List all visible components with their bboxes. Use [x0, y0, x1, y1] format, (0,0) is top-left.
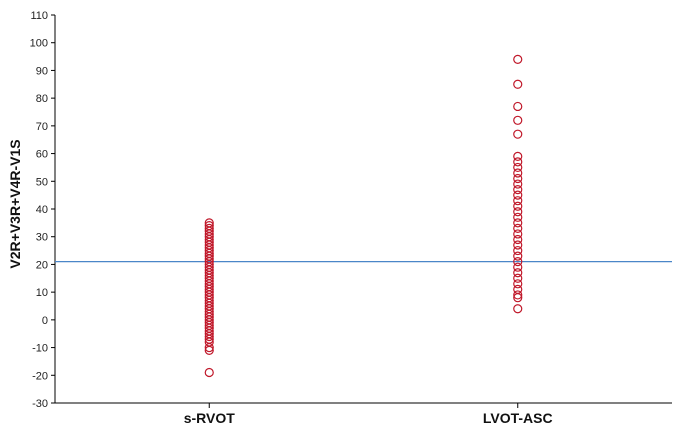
data-point [513, 218, 523, 228]
data-point [513, 268, 523, 278]
y-tick-label: -10 [32, 343, 48, 355]
data-point [513, 207, 523, 217]
data-point [513, 257, 523, 267]
data-point [513, 293, 523, 303]
data-point [513, 251, 523, 261]
data-point [513, 151, 523, 161]
y-tick-label: -20 [32, 370, 48, 382]
data-point [513, 245, 523, 256]
y-tick-label: 70 [36, 121, 48, 133]
y-tick-label: 60 [36, 149, 48, 161]
data-point [204, 367, 214, 378]
data-point [513, 162, 523, 173]
y-axis-title: V2R+V3R+V4R-V1S [7, 139, 23, 268]
y-tick-label: 110 [30, 10, 48, 22]
x-axis: s-RVOT LVOT-ASC [55, 402, 672, 426]
data-point [204, 331, 214, 342]
data-point [513, 262, 523, 272]
data-point [513, 168, 523, 178]
data-point [513, 190, 523, 200]
y-axis: -30 -20 -10 0 10 20 30 40 50 60 70 80 90 100 110 [30, 10, 56, 410]
data-point [513, 196, 523, 206]
y-tick-label: -30 [32, 398, 48, 410]
y-tick-label: 20 [36, 259, 48, 271]
data-point [513, 115, 523, 125]
data-point [513, 279, 523, 289]
data-point [513, 223, 523, 233]
data-point [513, 157, 523, 167]
data-point [513, 273, 523, 283]
data-point [513, 179, 523, 189]
data-point [513, 129, 523, 139]
data-point [513, 54, 523, 64]
data-point [513, 240, 523, 250]
data-point [513, 229, 523, 239]
data-point [513, 173, 523, 184]
data-point [204, 345, 214, 355]
x-category-label: LVOT-ASC [483, 410, 553, 426]
data-point [513, 234, 523, 245]
x-category-label: s-RVOT [184, 410, 236, 426]
data-point [513, 79, 523, 89]
data-point [513, 212, 523, 222]
data-points [204, 54, 523, 378]
y-tick-label: 40 [36, 204, 48, 216]
data-point [513, 304, 523, 314]
data-point [513, 185, 523, 195]
data-point [204, 342, 214, 353]
x-ticks: s-RVOT LVOT-ASC [184, 403, 553, 426]
y-tick-label: 10 [36, 287, 48, 299]
y-tick-label: 80 [36, 93, 48, 105]
data-point [513, 290, 523, 300]
data-point [513, 101, 523, 112]
y-ticks: -30 -20 -10 0 10 20 30 40 50 60 70 80 90 100 110 [30, 10, 55, 410]
y-tick-label: 90 [36, 65, 48, 77]
y-tick-label: 0 [42, 315, 48, 327]
y-tick-label: 100 [30, 38, 48, 50]
y-tick-label: 30 [36, 232, 48, 244]
data-point [513, 201, 523, 211]
y-tick-label: 50 [36, 176, 48, 188]
